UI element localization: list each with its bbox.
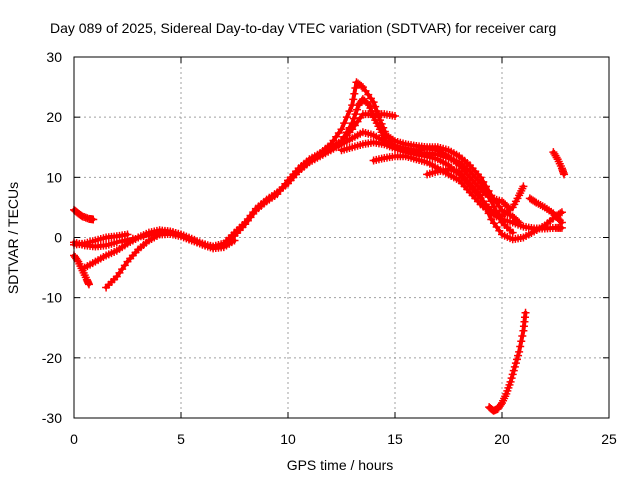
- data-point: [515, 347, 524, 356]
- data-point: [476, 173, 485, 182]
- data-point: [230, 236, 239, 245]
- data-point: [507, 374, 516, 383]
- data-point: [509, 366, 518, 375]
- data-point: [552, 153, 561, 162]
- chart-title: Day 089 of 2025, Sidereal Day-to-day VTE…: [50, 20, 556, 36]
- axis-ticks: 0 5 10 15 20 25 -30 -20 -10 0 10 20 30: [42, 49, 617, 447]
- data-point: [372, 107, 381, 116]
- data-point: [476, 191, 485, 200]
- data-point: [557, 208, 566, 217]
- data-point: [479, 197, 488, 206]
- data-point: [481, 203, 490, 212]
- x-tick-label: 10: [280, 431, 296, 447]
- data-point: [512, 355, 521, 364]
- data-series: [70, 78, 569, 415]
- data-point: [342, 113, 351, 122]
- series-arc-14: [485, 308, 530, 415]
- data-point: [374, 111, 383, 120]
- data-point: [89, 215, 98, 224]
- series-arc-8: [316, 78, 524, 227]
- data-point: [351, 83, 360, 92]
- data-point: [556, 209, 565, 218]
- x-tick-label: 15: [387, 431, 403, 447]
- data-point: [345, 107, 354, 116]
- data-point: [349, 95, 358, 104]
- data-point: [363, 99, 372, 108]
- series-arc-12: [525, 194, 566, 227]
- data-point: [481, 182, 490, 191]
- x-tick-label: 20: [494, 431, 510, 447]
- data-point: [123, 230, 132, 239]
- series-arc-1: [70, 205, 98, 224]
- data-point: [517, 337, 526, 346]
- data-point: [511, 359, 520, 368]
- series-arc-11: [423, 165, 566, 244]
- data-point: [376, 116, 385, 125]
- x-tick-label: 5: [177, 431, 185, 447]
- x-tick-label: 25: [601, 431, 617, 447]
- data-point: [516, 342, 525, 351]
- data-point: [353, 105, 362, 114]
- data-point: [357, 81, 366, 90]
- data-point: [557, 218, 566, 227]
- y-tick-label: 10: [46, 169, 62, 185]
- data-point: [348, 119, 357, 128]
- data-point: [337, 125, 346, 134]
- data-point: [518, 332, 527, 341]
- data-point: [506, 377, 515, 386]
- y-tick-label: -10: [42, 290, 62, 306]
- y-tick-label: -20: [42, 350, 62, 366]
- y-tick-label: 30: [46, 49, 62, 65]
- x-axis-label: GPS time / hours: [287, 457, 394, 473]
- series-arc-3: [70, 230, 132, 249]
- y-tick-label: -30: [42, 410, 62, 426]
- data-point: [342, 128, 351, 137]
- data-point: [560, 170, 569, 179]
- data-point: [345, 123, 354, 132]
- data-point: [519, 182, 528, 191]
- data-point: [484, 209, 493, 218]
- data-point: [521, 308, 530, 317]
- series-arc-4: [70, 251, 93, 289]
- data-point: [350, 89, 359, 98]
- data-point: [380, 127, 389, 136]
- x-tick-label: 0: [70, 431, 78, 447]
- data-point: [369, 98, 378, 107]
- data-point: [391, 111, 399, 120]
- data-point: [84, 280, 93, 289]
- data-point: [348, 101, 357, 110]
- data-point: [510, 362, 519, 371]
- data-point: [379, 123, 388, 132]
- data-point: [371, 102, 380, 111]
- data-point: [351, 110, 360, 119]
- data-point: [340, 132, 349, 141]
- data-point: [508, 370, 517, 379]
- y-tick-label: 20: [46, 109, 62, 125]
- data-point: [484, 186, 493, 195]
- data-point: [340, 119, 349, 128]
- data-point: [349, 114, 358, 123]
- data-point: [514, 351, 523, 360]
- series-arc-13: [549, 148, 569, 179]
- data-point: [337, 137, 346, 146]
- y-tick-label: 0: [54, 230, 62, 246]
- data-point: [479, 177, 488, 186]
- y-axis-label: SDTVAR / TECUs: [5, 182, 21, 294]
- data-point: [377, 119, 386, 128]
